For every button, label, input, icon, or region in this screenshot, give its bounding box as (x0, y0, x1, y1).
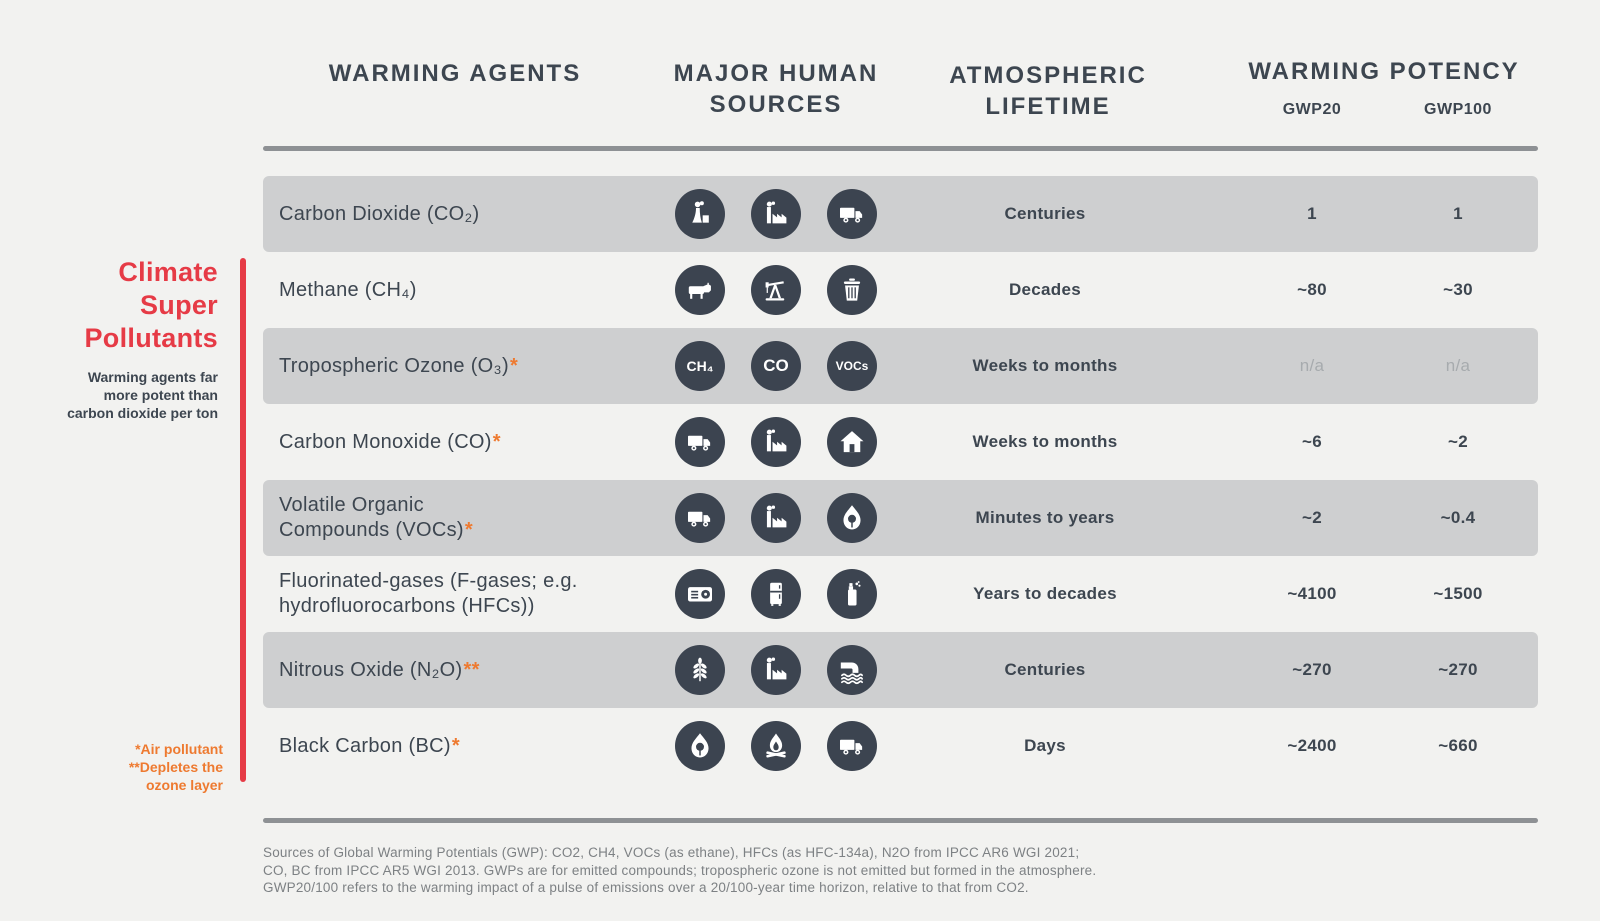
truck-icon (675, 417, 725, 467)
lifetime-value: Centuries (1004, 660, 1086, 679)
col-header-gwp100: GWP100 (1424, 101, 1492, 118)
header-divider-line (263, 146, 1538, 151)
factory-icon (751, 189, 801, 239)
gwp20-value: ~4100 (1287, 584, 1337, 603)
agent-name: Carbon Dioxide (CO₂) (279, 202, 480, 225)
gwp100-value: ~0.4 (1440, 508, 1476, 527)
oil-pumpjack-icon (751, 265, 801, 315)
col-header-gwp20: GWP20 (1282, 101, 1342, 118)
agent-name: Volatile Organic Compounds (VOCs)* (279, 494, 473, 541)
table-row: Tropospheric Ozone (O₃)* CH₄ CO VOCs Weeks… (263, 328, 1538, 404)
col-header-warming-potency: WARMING POTENCY (1248, 58, 1520, 85)
wildfire-icon (675, 721, 725, 771)
factory-icon (751, 493, 801, 543)
power-plant-icon (675, 189, 725, 239)
gwp20-value: ~2 (1302, 508, 1322, 527)
footnote-marker: ** (463, 658, 480, 681)
gwp100-value: ~2 (1448, 432, 1468, 451)
gwp20-value: ~2400 (1287, 736, 1337, 755)
red-accent-bar (240, 258, 246, 782)
gwp100-value: ~1500 (1433, 584, 1483, 603)
gwp100-value: ~30 (1443, 280, 1473, 299)
table-row: Methane (CH₄) Decades ~80 ~30 (263, 252, 1538, 328)
wildfire-icon (827, 493, 877, 543)
table-row: Carbon Dioxide (CO₂) Centuries 1 1 (263, 176, 1538, 252)
footnote-marker: * (509, 354, 519, 377)
col-header-atmospheric-lifetime: ATMOSPHERIC LIFETIME (949, 62, 1147, 120)
col-header-warming-agents: WARMING AGENTS (328, 60, 582, 87)
truck-icon (675, 493, 725, 543)
table-row: Carbon Monoxide (CO)* Weeks to months ~6… (263, 404, 1538, 480)
page-subtitle: Warming agents far more potent than carbon… (67, 369, 218, 421)
lifetime-value: Years to decades (973, 584, 1117, 603)
table-row: Fluorinated-gases (F-gases; e.g. hydroflu… (263, 556, 1538, 632)
col-header-major-human-sources: MAJOR HUMAN SOURCES (673, 60, 879, 118)
agent-name: Carbon Monoxide (CO)* (279, 430, 501, 453)
badge-ch-icon: CH₄ (675, 341, 725, 391)
wastewater-icon (827, 645, 877, 695)
footnote-marker: * (464, 519, 473, 541)
lifetime-value: Centuries (1004, 204, 1086, 223)
spray-can-icon (827, 569, 877, 619)
gwp100-value: 1 (1453, 204, 1463, 223)
table-row: Black Carbon (BC)* Days ~2400 ~660 (263, 708, 1538, 784)
page-title: Climate Super Pollutants (84, 257, 218, 353)
cow-icon (675, 265, 725, 315)
truck-icon (827, 721, 877, 771)
table-row: Volatile Organic Compounds (VOCs)* Minute… (263, 480, 1538, 556)
gwp20-value: ~80 (1297, 280, 1327, 299)
pollutants-table: Carbon Dioxide (CO₂) Centuries 1 1 Metha… (263, 176, 1538, 784)
gwp20-value: ~270 (1292, 660, 1332, 679)
lifetime-value: Minutes to years (975, 508, 1115, 527)
footnote-marker: * (492, 430, 501, 453)
gwp20-value: ~6 (1302, 432, 1322, 451)
lifetime-value: Days (1024, 736, 1066, 755)
house-icon (827, 417, 877, 467)
refrigerator-icon (751, 569, 801, 619)
truck-icon (827, 189, 877, 239)
agent-name: Nitrous Oxide (N₂O)** (279, 658, 480, 681)
factory-icon (751, 645, 801, 695)
agent-name: Black Carbon (BC)* (279, 734, 460, 757)
badge-vocs-icon: VOCs (827, 341, 877, 391)
wheat-icon (675, 645, 725, 695)
gwp100-value: n/a (1445, 356, 1471, 375)
agent-name: Fluorinated-gases (F-gases; e.g. hydroflu… (279, 570, 578, 617)
badge-co-icon: CO (751, 341, 801, 391)
footnote-marker: * (451, 734, 460, 757)
gwp20-value: 1 (1307, 204, 1317, 223)
factory-icon (751, 417, 801, 467)
campfire-icon (751, 721, 801, 771)
air-conditioner-icon (675, 569, 725, 619)
agent-name: Tropospheric Ozone (O₃)* (279, 354, 519, 377)
table-row: Nitrous Oxide (N₂O)** Centuries ~270 ~27… (263, 632, 1538, 708)
lifetime-value: Weeks to months (972, 356, 1118, 375)
footer-divider-line (263, 818, 1538, 823)
lifetime-value: Weeks to months (972, 432, 1118, 451)
footnote-legend: *Air pollutant **Depletes the ozone layer (128, 741, 223, 793)
sources-note: Sources of Global Warming Potentials (GW… (263, 845, 1097, 895)
gwp100-value: ~660 (1438, 736, 1478, 755)
lifetime-value: Decades (1008, 280, 1082, 299)
trash-can-icon (827, 265, 877, 315)
agent-name: Methane (CH₄) (279, 278, 417, 301)
gwp20-value: n/a (1299, 356, 1325, 375)
gwp100-value: ~270 (1438, 660, 1478, 679)
